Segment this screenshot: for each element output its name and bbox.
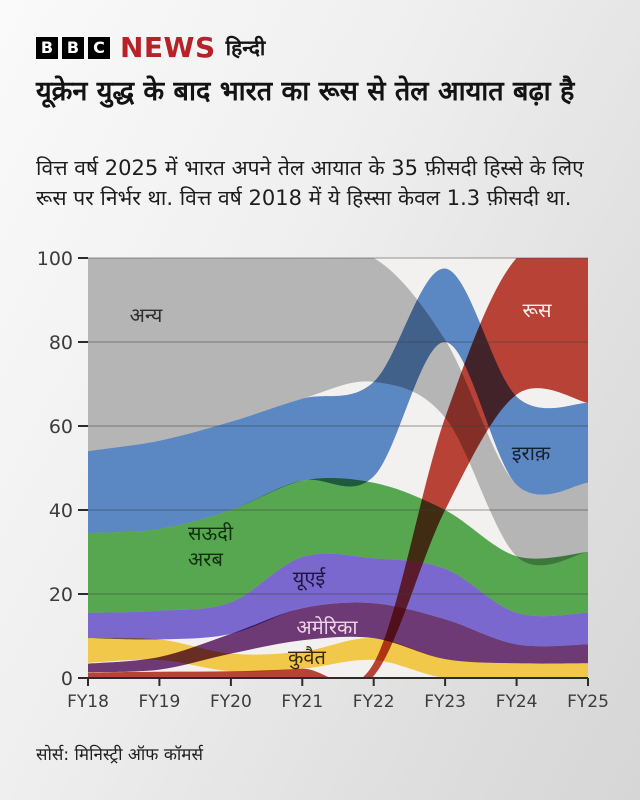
- x-tick-fy18: FY18: [67, 692, 109, 712]
- source-credit: सोर्स: मिनिस्ट्री ऑफ कॉमर्स: [36, 745, 203, 765]
- stream-area-chart: 100 80 60 40 20 0 FY18 FY19 FY20 FY21 FY…: [0, 240, 640, 720]
- x-tick-fy20: FY20: [210, 692, 252, 712]
- x-axis-labels: FY18 FY19 FY20 FY21 FY22 FY23 FY24 FY25: [67, 692, 609, 712]
- standfirst: वित्त वर्ष 2025 में भारत अपने तेल आयात क…: [36, 156, 584, 211]
- chart-svg: 100 80 60 40 20 0 FY18 FY19 FY20 FY21 FY…: [37, 248, 609, 712]
- area-kuwait: [88, 637, 588, 678]
- x-tick-fy19: FY19: [139, 692, 181, 712]
- area-other: [88, 258, 588, 566]
- label-saudi-line2: अरब: [188, 547, 223, 571]
- label-kuwait: कुवैत: [288, 645, 326, 670]
- news-wordmark: NEWS: [120, 31, 216, 64]
- y-tick-80: 80: [49, 332, 73, 354]
- bbc-news-logo: B B C NEWS हिन्दी: [36, 31, 265, 64]
- series-labels: अन्य रूस इराक़ सऊदी अरब यूएई अमेरिका कुव…: [130, 298, 552, 670]
- area-ribbons: [88, 258, 588, 678]
- x-tick-fy21: FY21: [281, 692, 323, 712]
- label-saudi-line1: सऊदी: [188, 521, 234, 545]
- label-other: अन्य: [130, 303, 163, 327]
- x-tick-fy23: FY23: [424, 692, 466, 712]
- y-tick-0: 0: [61, 668, 73, 690]
- bbc-logo-blocks: B B C: [36, 36, 110, 59]
- area-saudi: [88, 477, 588, 617]
- x-tick-fy24: FY24: [496, 692, 538, 712]
- y-tick-40: 40: [49, 500, 73, 522]
- x-axis-ticks: [87, 678, 589, 686]
- label-usa: अमेरिका: [296, 615, 358, 639]
- bbc-logo-block-b1: B: [36, 36, 58, 59]
- y-tick-100: 100: [37, 248, 73, 270]
- y-tick-20: 20: [49, 584, 73, 606]
- label-uae: यूएई: [293, 566, 327, 591]
- y-axis-ticks: [78, 257, 88, 679]
- x-tick-fy22: FY22: [353, 692, 395, 712]
- x-tick-fy25: FY25: [567, 692, 609, 712]
- gridlines: [88, 257, 588, 595]
- bbc-logo-block-c: C: [88, 36, 110, 59]
- language-label: हिन्दी: [225, 35, 266, 60]
- label-iraq: इराक़: [512, 441, 551, 465]
- area-uae: [88, 553, 588, 647]
- bbc-logo-block-b2: B: [62, 36, 84, 59]
- headline: यूक्रेन युद्ध के बाद भारत का रूस से तेल …: [36, 76, 575, 107]
- y-axis-labels: 100 80 60 40 20 0: [37, 248, 73, 690]
- area-iraq: [88, 268, 588, 534]
- label-russia: रूस: [522, 298, 552, 322]
- area-russia: [88, 258, 588, 678]
- y-tick-60: 60: [49, 416, 73, 438]
